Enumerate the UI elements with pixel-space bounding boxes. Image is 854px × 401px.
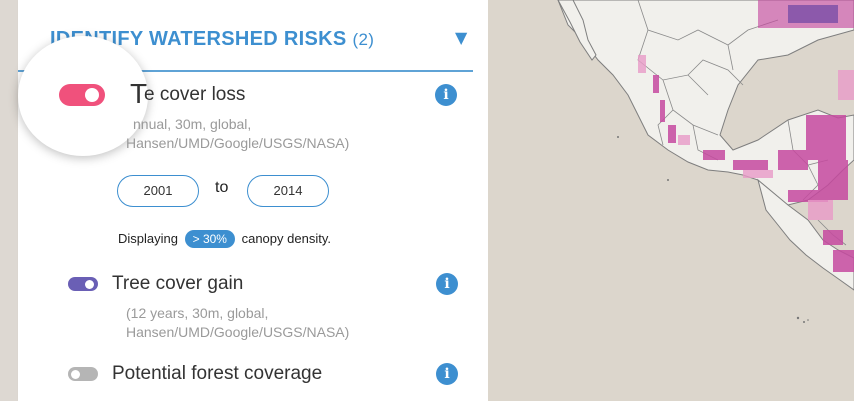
section-count: (2) (352, 30, 375, 49)
canopy-density-text: Displaying > 30% canopy density. (118, 230, 331, 248)
canopy-density-badge[interactable]: > 30% (184, 230, 235, 248)
toggle-knob (85, 88, 99, 102)
toggle-knob (71, 370, 80, 379)
info-icon[interactable]: i (436, 363, 458, 385)
tree-cover-gain-toggle[interactable] (68, 277, 98, 291)
toggle-knob (85, 280, 94, 289)
tree-cover-gain-desc-line2: Hansen/UMD/Google/USGS/NASA) (126, 324, 350, 340)
density-prefix: Displaying (118, 231, 178, 246)
central-america (757, 178, 854, 291)
end-year-select[interactable]: 2014 (247, 175, 329, 207)
tree-loss-pixels (653, 0, 854, 272)
tree-cover-gain-label: Tree cover gain (112, 273, 244, 294)
tree-cover-loss-desc-line2: Hansen/UMD/Google/USGS/NASA) (126, 135, 350, 151)
section-title: IDENTIFY WATERSHED RISKS (2) (50, 28, 375, 50)
tree-cover-loss-label-zoom: T (130, 78, 148, 109)
start-year-select[interactable]: 2001 (117, 175, 199, 207)
tree-cover-loss-label: e cover loss (144, 84, 246, 105)
info-icon[interactable]: i (436, 273, 458, 295)
potential-forest-toggle[interactable] (68, 367, 98, 381)
baja-peninsula (557, 0, 597, 61)
tree-cover-loss-desc-line1: nnual, 30m, global, (133, 116, 252, 132)
map-canvas[interactable] (488, 0, 854, 401)
map-svg (488, 0, 854, 401)
left-strip (0, 0, 18, 401)
tree-cover-loss-toggle[interactable] (59, 84, 105, 106)
magnifier-lens: T (18, 36, 148, 156)
section-header[interactable]: IDENTIFY WATERSHED RISKS (2) ▼ (18, 0, 473, 72)
tree-loss-light-pixels (638, 55, 854, 220)
tree-cover-gain-desc-line1: (12 years, 30m, global, (126, 305, 269, 321)
density-suffix: canopy density. (241, 231, 331, 246)
chevron-down-icon[interactable]: ▼ (455, 28, 468, 47)
info-icon[interactable]: i (435, 84, 457, 106)
date-range-separator: to (215, 179, 229, 196)
potential-forest-label: Potential forest coverage (112, 363, 323, 384)
island-dots (617, 136, 809, 323)
